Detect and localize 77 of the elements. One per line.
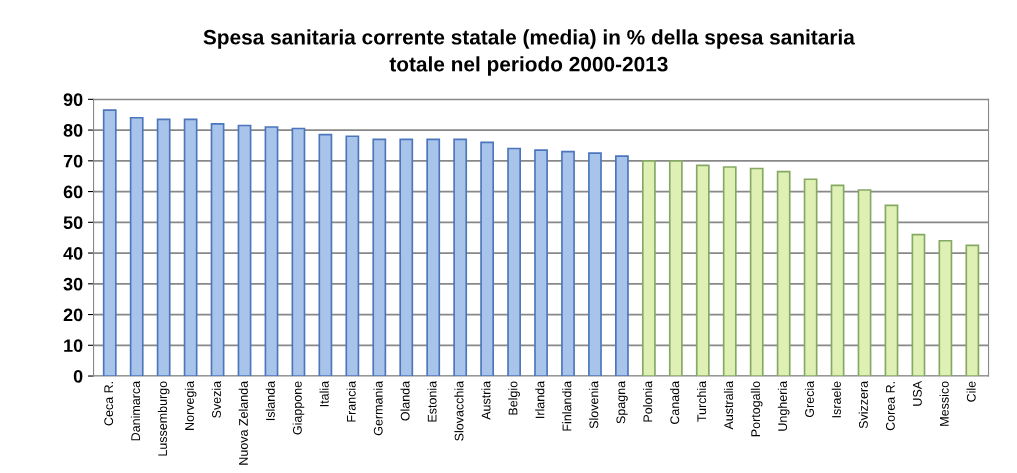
x-tick-label: Cile [966,381,976,402]
bar [453,138,468,377]
y-tick-label: 30 [63,277,83,291]
x-tick-label: Svizzera [858,380,868,429]
bar [722,166,737,377]
y-tick-label: 20 [63,308,83,322]
x-tick-label: Polonia [643,380,653,422]
bar [830,184,845,377]
bar [911,233,926,377]
x-tick-label: Corea R. [885,382,895,431]
bar [615,155,629,377]
x-tick-label: Giappone [292,381,305,435]
bar [776,170,791,377]
bar [264,126,279,377]
x-tick-label: Turchia [696,380,707,422]
x-tick-label: Ceca R. [104,382,114,426]
bar [938,239,953,377]
bar [749,167,764,377]
y-tick-label: 40 [63,246,83,260]
x-tick-label: Israele [831,381,841,418]
bar [318,133,333,377]
bar [210,123,225,377]
bar [237,124,252,377]
bar [534,149,548,377]
x-tick-label: Norvegia [184,380,197,430]
bar [426,138,441,377]
x-tick-label: Messico [939,381,949,426]
x-tick-label: Spagna [616,380,628,424]
bar [291,127,306,377]
x-tick-label: Grecia [804,380,814,418]
x-tick-label: Italia [319,380,329,407]
y-tick-label: 0 [73,369,83,383]
bar [399,138,414,377]
bar [588,152,602,377]
bar [345,135,360,377]
bar [965,244,980,377]
x-tick-label: Olanda [400,380,410,421]
x-tick-label: Islanda [265,380,275,421]
bar [129,116,144,377]
y-tick-label: 50 [63,216,83,230]
x-tick-label: Canada [670,380,680,425]
x-tick-label: Germania [373,380,383,436]
bar [507,147,521,377]
bar [561,150,575,377]
x-tick-label: Portogallo [750,381,763,437]
bar [884,204,899,377]
y-tick-label: 70 [63,154,83,168]
y-tick-label: 60 [63,185,83,199]
bar [480,141,495,377]
chart-title: Spesa sanitaria corrente statale (media) in % della spesa sanitaria totale nel periodo 2000-2013 [203,29,855,76]
x-tick-label: Irlanda [535,380,545,418]
x-tick-label: Lussemburgo [157,381,170,456]
bar [857,189,872,377]
x-tick-label: Estonia [427,380,437,422]
bar [102,109,117,377]
x-tick-label: Danimarca [130,380,141,441]
bar [641,159,656,377]
x-tick-label: Austria [481,380,491,420]
bar [156,118,171,377]
x-tick-label: Slovenia [589,380,599,429]
x-tick-label: Finlandia [562,380,572,431]
bar [183,118,198,377]
x-tick-label: Svezia [211,380,221,418]
y-tick-label: 90 [63,93,83,107]
x-tick-label: Francia [346,380,356,422]
bar [668,159,683,377]
x-tick-label: Nuova Zelanda [238,380,248,465]
y-tick-label: 80 [63,124,83,137]
bar [695,164,710,377]
x-tick-label: Slovacchia [454,380,464,441]
x-tick-label: Ungheria [777,380,790,431]
x-tick-label: USA [912,380,922,406]
bar [372,138,387,377]
x-tick-label: Australia [723,380,734,430]
x-tick-label: Belgio [508,381,520,415]
y-tick-label: 10 [64,339,83,353]
bar [803,178,818,377]
